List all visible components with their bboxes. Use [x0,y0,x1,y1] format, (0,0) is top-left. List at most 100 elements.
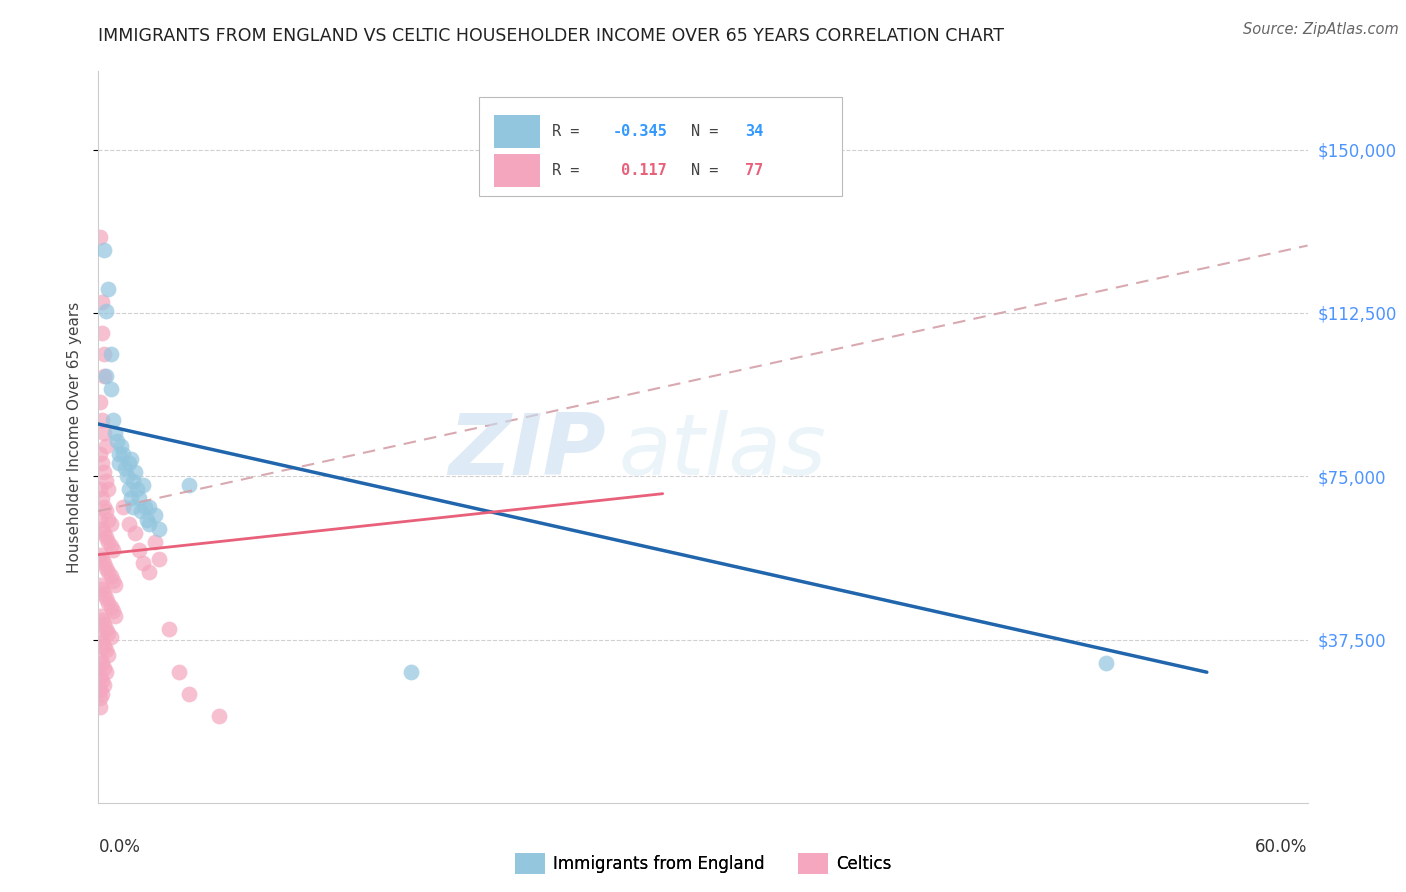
Point [89,608,111,623]
Point [93,661,115,675]
Point [96,303,118,318]
Point [91,673,114,688]
Point [91,687,114,701]
Point [93,243,115,257]
Text: N =: N = [690,124,718,139]
Text: 0.0%: 0.0% [98,838,141,856]
Text: R =: R = [553,162,579,178]
Point [89,578,111,592]
Point [91,657,114,671]
Point [97,483,120,497]
Point [100,599,122,614]
Point [121,500,143,514]
Point [103,425,125,440]
Text: R =: R = [553,124,579,139]
Point [100,382,122,396]
Text: atlas: atlas [619,410,827,493]
Point [89,448,111,462]
Point [157,622,180,636]
Text: Source: ZipAtlas.com: Source: ZipAtlas.com [1243,22,1399,37]
Point [100,631,122,645]
Point [105,434,128,449]
Point [93,465,115,479]
Point [115,469,138,483]
Point [124,525,146,540]
Point [93,525,115,540]
Point [89,700,111,714]
Point [97,626,120,640]
Point [93,617,115,632]
Point [96,622,118,636]
Point [100,539,122,553]
Point [138,517,160,532]
Point [167,665,190,680]
Point [91,634,114,648]
Point [208,708,231,723]
FancyBboxPatch shape [479,97,842,195]
Point [93,500,115,514]
Point [134,500,156,514]
Point [97,648,120,662]
Point [135,513,157,527]
Point [143,508,166,523]
Point [114,460,136,475]
Text: N =: N = [690,162,718,178]
Point [148,552,170,566]
Point [96,369,118,384]
Point [128,491,150,505]
Point [91,521,114,535]
Point [120,451,142,466]
Point [179,687,201,701]
Point [89,631,111,645]
Point [89,395,111,409]
Text: 77: 77 [745,162,763,178]
Y-axis label: Householder Income Over 65 years: Householder Income Over 65 years [66,301,82,573]
Point [118,456,141,470]
Point [111,448,134,462]
Point [118,517,141,532]
Point [129,504,152,518]
Point [97,513,120,527]
Point [100,347,122,361]
Point [89,229,111,244]
Point [96,665,118,680]
Point [107,456,129,470]
Point [132,478,155,492]
Point [101,574,124,588]
Point [399,665,422,680]
Point [103,578,125,592]
Point [89,513,111,527]
Point [89,682,111,697]
Point [96,504,118,518]
Point [91,613,114,627]
Point [93,587,115,601]
Point [100,569,122,583]
Point [124,465,146,479]
Point [96,439,118,453]
Point [110,439,132,453]
Point [107,448,129,462]
Point [91,412,114,426]
Point [93,639,115,653]
Point [97,534,120,549]
Point [93,347,115,361]
Text: IMMIGRANTS FROM ENGLAND VS CELTIC HOUSEHOLDER INCOME OVER 65 YEARS CORRELATION C: IMMIGRANTS FROM ENGLAND VS CELTIC HOUSEH… [98,27,1004,45]
FancyBboxPatch shape [494,154,540,187]
Point [93,557,115,571]
Point [91,491,114,505]
Point [89,652,111,666]
Point [121,474,143,488]
Point [118,483,141,497]
Point [96,560,118,574]
Point [143,534,166,549]
Point [148,521,170,535]
Point [97,595,120,609]
Point [91,582,114,597]
Point [132,557,155,571]
FancyBboxPatch shape [494,115,540,148]
Point [93,369,115,384]
Point [96,591,118,606]
Point [128,543,150,558]
Text: ZIP: ZIP [449,410,606,493]
Point [97,282,120,296]
